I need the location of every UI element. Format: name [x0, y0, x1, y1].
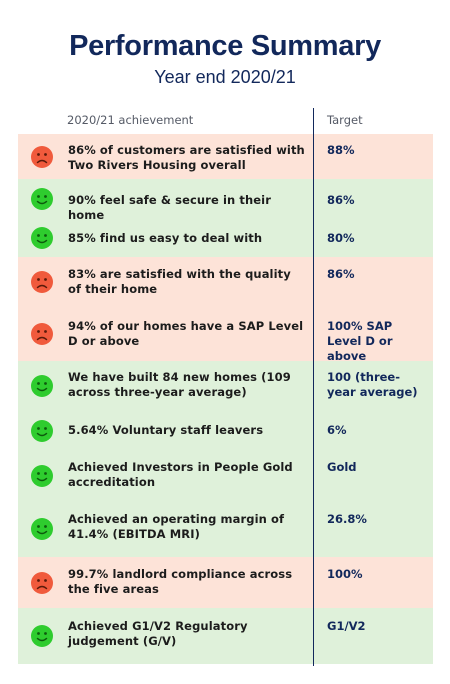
table-row: Achieved Investors in People Gold accred…	[18, 451, 433, 501]
happy-face-icon	[31, 625, 53, 647]
table-row: 94% of our homes have a SAP Level D or a…	[18, 307, 433, 363]
table-row: 85% find us easy to deal with 80%	[18, 219, 433, 257]
target-value: Gold	[327, 460, 357, 474]
column-header-target: Target	[327, 113, 363, 127]
happy-face-icon	[31, 518, 53, 540]
achievement-text: 85% find us easy to deal with	[68, 231, 263, 245]
target-value: 86%	[327, 267, 355, 281]
page-subtitle: Year end 2020/21	[154, 67, 296, 87]
target-value: 88%	[327, 143, 355, 157]
achievement-text: Achieved an operating margin of 41.4% (E…	[68, 512, 285, 541]
target-value: 100 (three-year average)	[327, 370, 418, 399]
target-value: 100%	[327, 567, 363, 581]
sad-face-icon	[31, 571, 53, 594]
achievement-text: 5.64% Voluntary staff leavers	[68, 423, 264, 437]
happy-face-icon	[31, 420, 53, 442]
page-title: Performance Summary	[69, 30, 381, 62]
table-row: 86% of customers are satisfied with Two …	[18, 134, 433, 179]
achievement-text: Achieved G1/V2 Regulatory judgement (G/V…	[68, 619, 248, 648]
table-row: Achieved an operating margin of 41.4% (E…	[18, 501, 433, 557]
target-value: 26.8%	[327, 512, 367, 526]
table-row: 5.64% Voluntary staff leavers 6%	[18, 411, 433, 451]
achievement-text: 83% are satisfied with the quality of th…	[68, 267, 291, 296]
happy-face-icon	[31, 188, 53, 210]
target-value: G1/V2	[327, 619, 366, 633]
table-row: Achieved G1/V2 Regulatory judgement (G/V…	[18, 608, 433, 664]
table-row: 99.7% landlord compliance across the fiv…	[18, 557, 433, 608]
achievement-text: 90% feel safe & secure in their home	[68, 193, 271, 222]
table-row: 90% feel safe & secure in their home 86%	[18, 179, 433, 222]
achievement-text: We have built 84 new homes (109 across t…	[68, 370, 291, 399]
column-header-achievement: 2020/21 achievement	[67, 113, 194, 127]
target-value: 100% SAP Level D or above	[327, 319, 393, 363]
table-row: 83% are satisfied with the quality of th…	[18, 257, 433, 307]
table-row: We have built 84 new homes (109 across t…	[18, 361, 433, 411]
happy-face-icon	[31, 465, 53, 487]
sad-face-icon	[31, 271, 53, 293]
achievement-text: 94% of our homes have a SAP Level D or a…	[68, 319, 304, 348]
target-value: 80%	[327, 231, 355, 245]
sad-face-icon	[31, 323, 53, 345]
sad-face-icon	[31, 145, 53, 168]
happy-face-icon	[31, 227, 53, 249]
target-value: 86%	[327, 193, 355, 207]
target-value: 6%	[327, 423, 347, 437]
happy-face-icon	[31, 375, 53, 397]
achievement-text: 86% of customers are satisfied with Two …	[68, 143, 305, 172]
achievement-text: Achieved Investors in People Gold accred…	[68, 460, 293, 489]
column-divider	[313, 108, 314, 666]
summary-table: 86% of customers are satisfied with Two …	[18, 134, 433, 664]
achievement-text: 99.7% landlord compliance across the fiv…	[68, 567, 293, 596]
